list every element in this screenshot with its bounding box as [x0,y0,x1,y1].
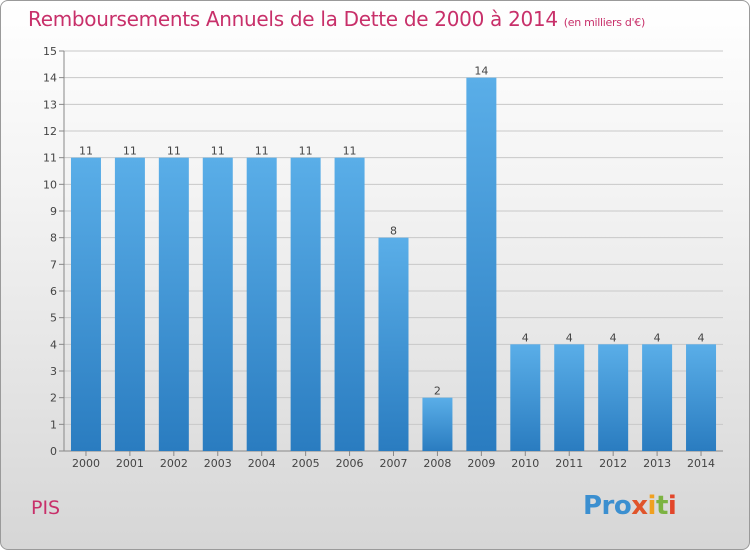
y-tick-label: 9 [50,205,57,218]
chart-title: Remboursements Annuels de la Dette de 20… [28,7,645,31]
y-tick-label: 13 [43,98,57,111]
data-label: 11 [255,145,269,158]
y-tick-label: 7 [50,258,57,271]
y-tick-label: 4 [50,338,57,351]
data-label: 11 [343,145,357,158]
bar [158,157,189,451]
bar [334,157,365,451]
proxiti-logo: Proxiti [583,491,677,521]
x-tick-label: 2007 [380,457,408,470]
x-tick-label: 2006 [336,457,364,470]
y-tick-label: 0 [50,445,57,458]
bar [70,157,101,451]
y-tick-label: 11 [43,152,57,165]
x-tick-label: 2005 [292,457,320,470]
data-label: 4 [610,331,617,344]
bar [378,237,409,451]
commune-name: PIS [31,497,61,519]
bar [202,157,233,451]
bars [70,77,717,452]
x-tick-label: 2001 [116,457,144,470]
bar [114,157,145,451]
data-label: 11 [211,145,225,158]
data-labels: 11 11 11 11 11 11 11 8 2 14 4 4 4 4 4 [79,65,705,398]
y-tick-label: 1 [50,418,57,431]
x-tick-label: 2014 [687,457,715,470]
data-label: 11 [167,145,181,158]
bar [686,344,717,451]
data-label: 14 [474,65,488,78]
bar [510,344,541,451]
data-label: 4 [698,331,705,344]
y-tick-label: 15 [43,45,57,58]
bar [554,344,585,451]
y-tick-label: 14 [43,72,57,85]
chart-unit: (en milliers d'€) [563,16,645,29]
x-tick-label: 2011 [555,457,583,470]
y-tick-label: 2 [50,392,57,405]
y-tick-label: 12 [43,125,57,138]
x-tick-label: 2000 [72,457,100,470]
data-label: 11 [123,145,137,158]
x-tick-label: 2004 [248,457,276,470]
bar [290,157,321,451]
data-label: 11 [299,145,313,158]
x-tick-label: 2008 [423,457,451,470]
data-label: 2 [434,385,441,398]
data-label: 11 [79,145,93,158]
y-tick-label: 8 [50,232,57,245]
bar [422,397,453,451]
bar [466,77,497,452]
y-tick-label: 5 [50,312,57,325]
chart-title-text: Remboursements Annuels de la Dette de 20… [28,7,558,31]
data-label: 8 [390,225,397,238]
x-tick-label: 2010 [511,457,539,470]
x-tick-label: 2002 [160,457,188,470]
x-tick-label: 2012 [599,457,627,470]
data-label: 4 [654,331,661,344]
x-tick-label: 2013 [643,457,671,470]
y-tick-label: 3 [50,365,57,378]
data-label: 4 [522,331,529,344]
bar [598,344,629,451]
bar [246,157,277,451]
bar [642,344,673,451]
x-tick-label: 2003 [204,457,232,470]
data-label: 4 [566,331,573,344]
x-tick-label: 2009 [467,457,495,470]
y-tick-label: 10 [43,178,57,191]
y-tick-label: 6 [50,285,57,298]
